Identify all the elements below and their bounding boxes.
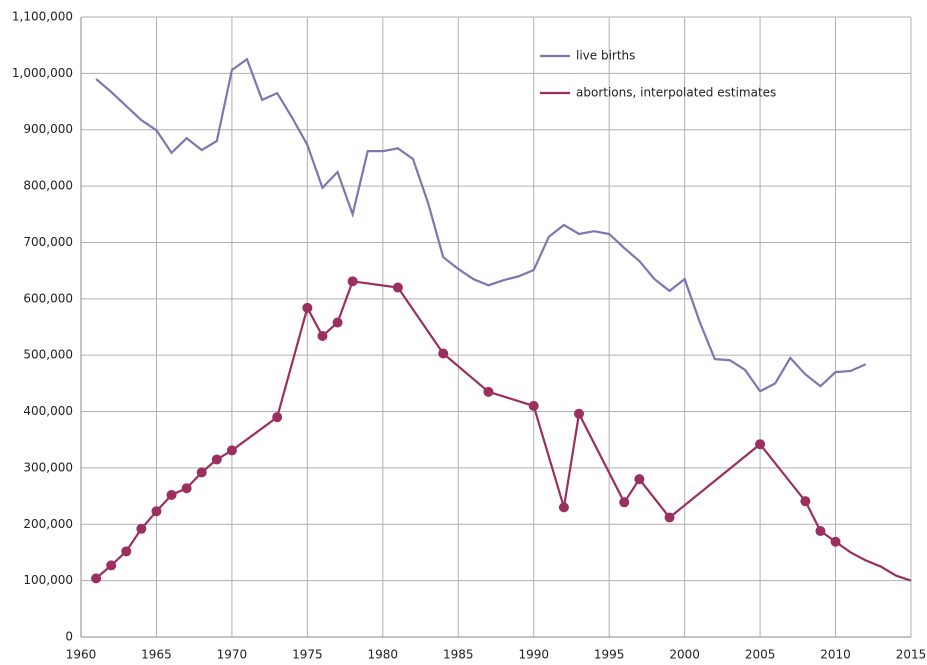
- legend-label: abortions, interpolated estimates: [576, 86, 776, 100]
- point: [181, 483, 192, 494]
- point: [830, 536, 841, 547]
- point: [106, 560, 117, 571]
- point: [483, 386, 494, 397]
- point: [211, 454, 222, 465]
- point: [574, 408, 584, 419]
- point: [619, 497, 630, 508]
- y-tick-label: 900,000: [23, 122, 73, 136]
- point: [558, 502, 569, 513]
- point: [528, 400, 539, 411]
- point: [634, 474, 645, 485]
- point: [664, 512, 675, 523]
- x-tick-label: 1985: [443, 648, 474, 662]
- y-tick-label: 400,000: [23, 404, 73, 418]
- y-tick-label: 1,100,000: [12, 10, 73, 24]
- x-tick-label: 1990: [518, 648, 549, 662]
- x-tick-label: 1960: [66, 648, 97, 662]
- y-tick-label: 600,000: [23, 291, 73, 305]
- point: [226, 445, 237, 456]
- y-tick-label: 500,000: [23, 348, 73, 362]
- point: [815, 526, 826, 537]
- point: [392, 282, 403, 293]
- point: [196, 467, 207, 478]
- y-tick-label: 200,000: [23, 517, 73, 531]
- point: [332, 317, 343, 328]
- x-tick-label: 2010: [820, 648, 851, 662]
- point: [755, 439, 766, 450]
- x-tick-label: 1970: [217, 648, 248, 662]
- point: [302, 302, 313, 313]
- point: [800, 496, 811, 507]
- x-tick-label: 2000: [669, 648, 700, 662]
- y-tick-label: 0: [65, 630, 73, 644]
- point: [166, 489, 177, 500]
- y-tick-label: 100,000: [23, 573, 73, 587]
- series-line: [95, 57, 867, 393]
- y-tick-label: 1,000,000: [12, 66, 73, 80]
- y-tick-label: 800,000: [23, 179, 73, 193]
- series-line: [95, 280, 912, 582]
- point: [121, 546, 132, 557]
- point: [272, 412, 283, 423]
- point: [438, 348, 449, 359]
- x-tick-label: 1995: [594, 648, 625, 662]
- point: [91, 573, 102, 584]
- point: [136, 523, 147, 534]
- legend-label: live births: [576, 49, 635, 63]
- x-tick-label: 2015: [896, 648, 927, 662]
- point: [347, 276, 358, 287]
- x-tick-label: 1965: [141, 648, 172, 662]
- x-tick-label: 1975: [292, 648, 323, 662]
- y-tick-label: 700,000: [23, 235, 73, 249]
- point: [151, 506, 162, 517]
- x-tick-label: 2005: [745, 648, 776, 662]
- point: [317, 331, 328, 342]
- y-tick-label: 300,000: [23, 460, 73, 474]
- x-tick-label: 1980: [368, 648, 399, 662]
